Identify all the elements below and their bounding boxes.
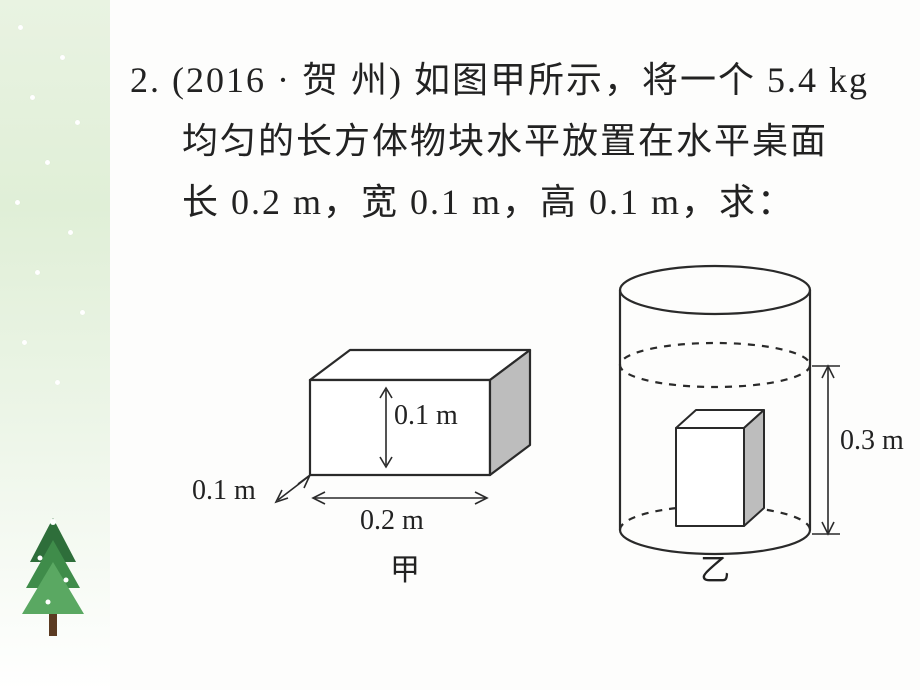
snow-dot (80, 310, 85, 315)
snow-dot (60, 55, 65, 60)
caption-right: 乙 (700, 545, 731, 589)
caption-left: 甲 (390, 545, 421, 589)
snow-dot (45, 160, 50, 165)
problem-text: 2. (2016 · 贺 州) 如图甲所示，将一个 5.4 kg 均匀的长方体物… (130, 50, 920, 234)
snow-dot (15, 200, 20, 205)
snow-dot (30, 95, 35, 100)
snow-dot (75, 120, 80, 125)
diagram-right-cylinder (580, 250, 880, 570)
dim-height-label: 0.1 m (394, 400, 458, 432)
snow-dot (18, 25, 23, 30)
dim-width-label: 0.1 m (192, 475, 256, 507)
problem-line-3: 长 0.2 m，宽 0.1 m，高 0.1 m，求： (130, 172, 920, 233)
dim-length-label: 0.2 m (360, 505, 424, 537)
problem-line-1: 2. (2016 · 贺 州) 如图甲所示，将一个 5.4 kg (130, 50, 920, 111)
dim-cyl-height-label: 0.3 m (840, 425, 904, 457)
problem-line-2: 均匀的长方体物块水平放置在水平桌面 (130, 111, 920, 172)
snow-dot (22, 340, 27, 345)
decor-tree (18, 510, 88, 640)
snow-dot (55, 380, 60, 385)
snow-dot (35, 270, 40, 275)
snow-dot (68, 230, 73, 235)
diagrams: 0.1 m 0.1 m 0.2 m 甲 (260, 280, 900, 660)
